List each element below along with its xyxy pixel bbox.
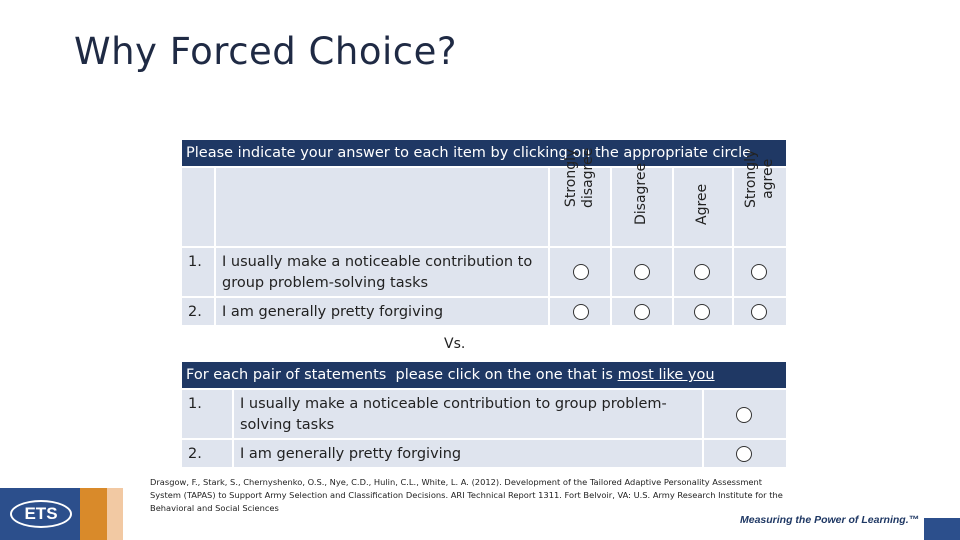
radio-forced-item-1[interactable] [736,407,752,423]
logo-accent-orange [80,488,107,540]
corner-decoration [924,518,960,540]
column-label-agree: Agree [694,184,711,225]
column-header-agree: Agree [674,168,732,246]
likert-header: Please indicate your answer to each item… [182,140,786,166]
radio-item-2-disagree[interactable] [634,304,650,320]
forced-item-2-text[interactable]: I am generally pretty forgiving [234,440,702,467]
radio-item-2-agree[interactable] [694,304,710,320]
column-header-strongly-disagree: Strongly disagree [550,148,610,246]
col-line2: disagree [580,147,596,208]
likert-item-2-text: I am generally pretty forgiving [216,298,548,325]
col-line1: Strongly [563,148,579,208]
forced-item-1-text[interactable]: I usually make a noticeable contribution… [234,390,702,438]
column-header-disagree: Disagree [612,163,672,246]
likert-item-2-number: 2. [182,298,214,325]
likert-item-1-text: I usually make a noticeable contribution… [216,248,548,296]
column-label-strongly-agree: Strongly agree [743,150,777,208]
likert-header-num-cell [182,168,214,246]
ets-logo: ETS [10,500,72,528]
forced-item-2-number: 2. [182,440,232,467]
logo-accent-light [107,488,123,540]
col-line1: Disagree [633,162,649,225]
forced-header-emphasis: most like you [617,367,715,383]
column-label-disagree: Disagree [633,163,650,225]
tagline: Measuring the Power of Learning.™ [740,514,920,526]
text-line: group problem-solving tasks [222,275,429,291]
radio-item-2-strongly-disagree[interactable] [573,304,589,320]
forced-item-1-number: 1. [182,390,232,438]
col-line1: Agree [694,183,710,225]
radio-forced-item-2[interactable] [736,446,752,462]
text-line: I usually make a noticeable contribution… [222,254,533,270]
likert-item-1-number: 1. [182,248,214,296]
col-line1: Strongly [743,149,759,208]
radio-item-1-strongly-agree[interactable] [751,264,767,280]
column-label-strongly-disagree: Strongly disagree [563,148,597,208]
radio-item-2-strongly-agree[interactable] [751,304,767,320]
slide-title: Why Forced Choice? [74,30,457,73]
likert-header-text-cell [216,168,548,246]
radio-item-1-agree[interactable] [694,264,710,280]
column-header-strongly-agree: Strongly agree [734,150,786,246]
forced-choice-header: For each pair of statements please click… [182,362,786,388]
reference-citation: Drasgow, F., Stark, S., Chernyshenko, O.… [150,477,783,513]
radio-item-1-disagree[interactable] [634,264,650,280]
text-line: I usually make a noticeable contribution… [240,396,667,412]
vs-label: Vs. [444,336,466,352]
text-line: solving tasks [240,417,335,433]
radio-item-1-strongly-disagree[interactable] [573,264,589,280]
forced-header-text: For each pair of statements please click… [186,367,618,383]
col-line2: agree [760,158,776,199]
